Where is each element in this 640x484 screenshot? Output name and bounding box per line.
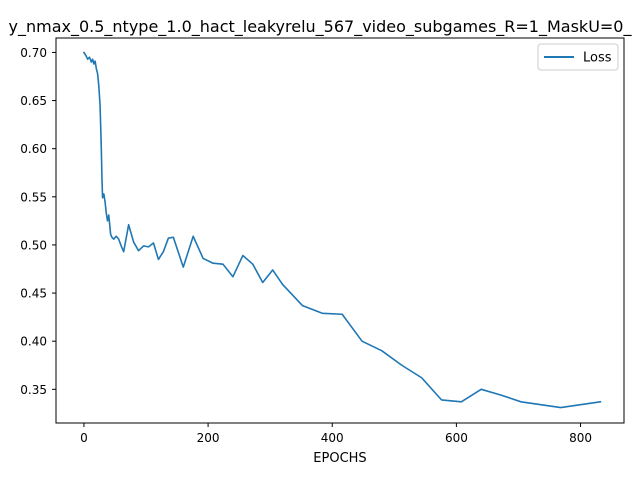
y-tick-label: 0.35	[20, 383, 47, 397]
series-line-loss	[82, 51, 602, 409]
legend: Loss	[537, 43, 619, 71]
x-tick-label: 600	[445, 431, 468, 445]
x-tick-label: 200	[197, 431, 220, 445]
plot-layer	[82, 51, 602, 409]
chart-title: y_nmax_0.5_ntype_1.0_hact_leakyrelu_567_…	[9, 17, 633, 37]
legend-label: Loss	[583, 51, 612, 66]
legend-box	[537, 43, 619, 71]
x-axis-label: EPOCHS	[313, 451, 366, 466]
x-axis-ticks: 0 200 400 600 800	[80, 423, 592, 445]
y-tick-label: 0.70	[20, 46, 47, 60]
y-tick-label: 0.40	[20, 335, 47, 349]
y-axis-ticks: 0.35 0.40 0.45 0.50 0.55 0.60 0.65 0.70	[20, 46, 56, 397]
axes-frame	[55, 37, 625, 424]
x-tick-label: 800	[569, 431, 592, 445]
x-tick-label: 0	[80, 431, 88, 445]
y-tick-label: 0.60	[20, 142, 47, 156]
y-tick-label: 0.50	[20, 238, 47, 252]
y-tick-label: 0.65	[20, 94, 47, 108]
y-tick-label: 0.45	[20, 287, 47, 301]
y-tick-label: 0.55	[20, 190, 47, 204]
x-tick-label: 400	[321, 431, 344, 445]
